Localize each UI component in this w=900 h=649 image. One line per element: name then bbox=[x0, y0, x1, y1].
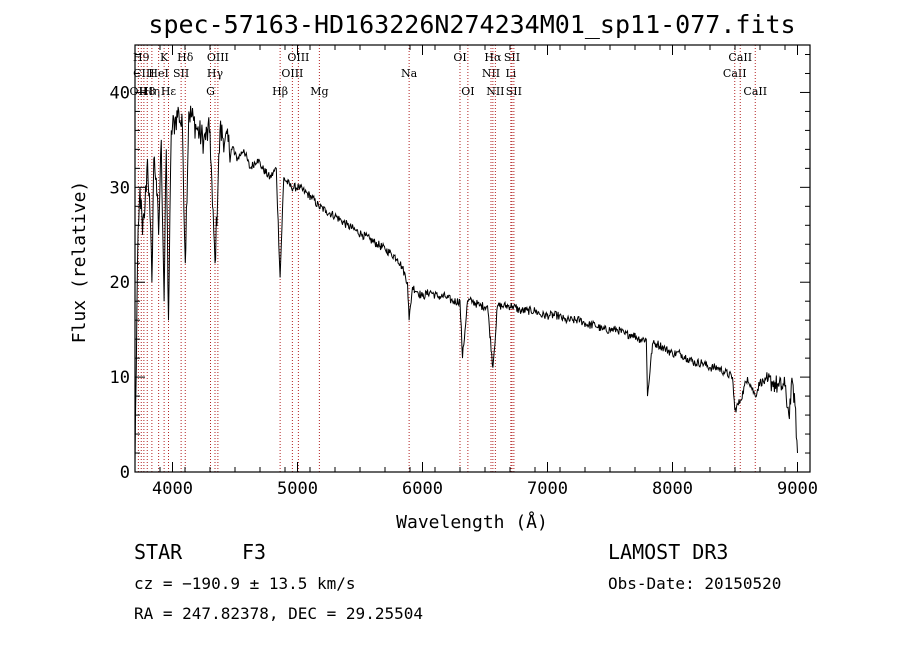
spectrum-chart: spec-57163-HD163226N274234M01_sp11-077.f… bbox=[69, 10, 818, 533]
y-tick-label: 0 bbox=[120, 463, 130, 483]
line-marker-label: OIII bbox=[287, 51, 309, 64]
line-marker-label: CIII bbox=[133, 67, 154, 80]
line-marker-label: Hγ bbox=[207, 67, 224, 80]
line-marker-label: CaII bbox=[723, 67, 747, 80]
line-marker-label: Li bbox=[505, 67, 516, 80]
line-marker-label: SII bbox=[173, 67, 189, 80]
y-axis-label: Flux (relative) bbox=[69, 181, 90, 344]
line-marker-label: OII bbox=[130, 85, 148, 98]
x-axis-label: Wavelength (Å) bbox=[396, 511, 548, 533]
spectrum-series bbox=[134, 105, 798, 463]
line-marker-label: OIII bbox=[207, 51, 229, 64]
line-marker-label: SII bbox=[504, 51, 520, 64]
line-marker-label: H8 bbox=[139, 85, 156, 98]
x-tick-label: 9000 bbox=[777, 479, 818, 499]
line-marker-label: NII bbox=[482, 67, 500, 80]
x-tick-label: 4000 bbox=[152, 479, 193, 499]
spectrum-line bbox=[134, 105, 798, 463]
line-marker-label: SII bbox=[506, 85, 522, 98]
y-tick-label: 40 bbox=[110, 83, 130, 103]
x-tick-label: 7000 bbox=[527, 479, 568, 499]
survey-name: LAMOST DR3 bbox=[608, 540, 729, 564]
line-marker-label: Hε bbox=[161, 85, 177, 98]
line-marker-label: Hα bbox=[484, 51, 502, 64]
y-tick-label: 30 bbox=[110, 178, 130, 198]
plot-frame bbox=[134, 44, 811, 473]
line-marker-label: Mg bbox=[310, 85, 328, 98]
line-marker-label: CaII bbox=[728, 51, 752, 64]
line-marker-label: OI bbox=[453, 51, 466, 64]
x-tick-label: 8000 bbox=[652, 479, 693, 499]
observation-date: Obs-Date: 20150520 bbox=[608, 574, 782, 593]
x-tick-label: 5000 bbox=[277, 479, 318, 499]
sky-coordinates: RA = 247.82378, DEC = 29.25504 bbox=[134, 604, 423, 623]
line-marker-label: Hη bbox=[144, 85, 160, 98]
line-marker-label: K bbox=[160, 51, 169, 64]
y-tick-label: 10 bbox=[110, 368, 130, 388]
line-marker-label: NII bbox=[486, 85, 504, 98]
line-marker-label: Hδ bbox=[177, 51, 194, 64]
line-marker-label: CaII bbox=[743, 85, 767, 98]
line-marker-label: G bbox=[206, 85, 215, 98]
redshift-value: cz = −190.9 ± 13.5 km/s bbox=[134, 574, 356, 593]
line-markers: OIIH9CIIIH8HηHeIKHεSIIHδGHγOIIIHβOIIIOII… bbox=[130, 45, 767, 472]
line-marker-label: Na bbox=[401, 67, 418, 80]
line-marker-label: OI bbox=[461, 85, 474, 98]
line-marker-label: Hβ bbox=[272, 85, 288, 98]
y-tick-label: 20 bbox=[110, 273, 130, 293]
line-marker-label: HeI bbox=[148, 67, 168, 80]
line-marker-label: OIII bbox=[281, 67, 303, 80]
spectral-subclass: F3 bbox=[242, 540, 267, 564]
object-type: STAR bbox=[134, 540, 183, 564]
chart-title: spec-57163-HD163226N274234M01_sp11-077.f… bbox=[148, 10, 795, 39]
x-tick-label: 6000 bbox=[402, 479, 443, 499]
axes: 4000 5000 6000 7000 8000 9000 0 10 20 30 40 bbox=[110, 44, 818, 499]
